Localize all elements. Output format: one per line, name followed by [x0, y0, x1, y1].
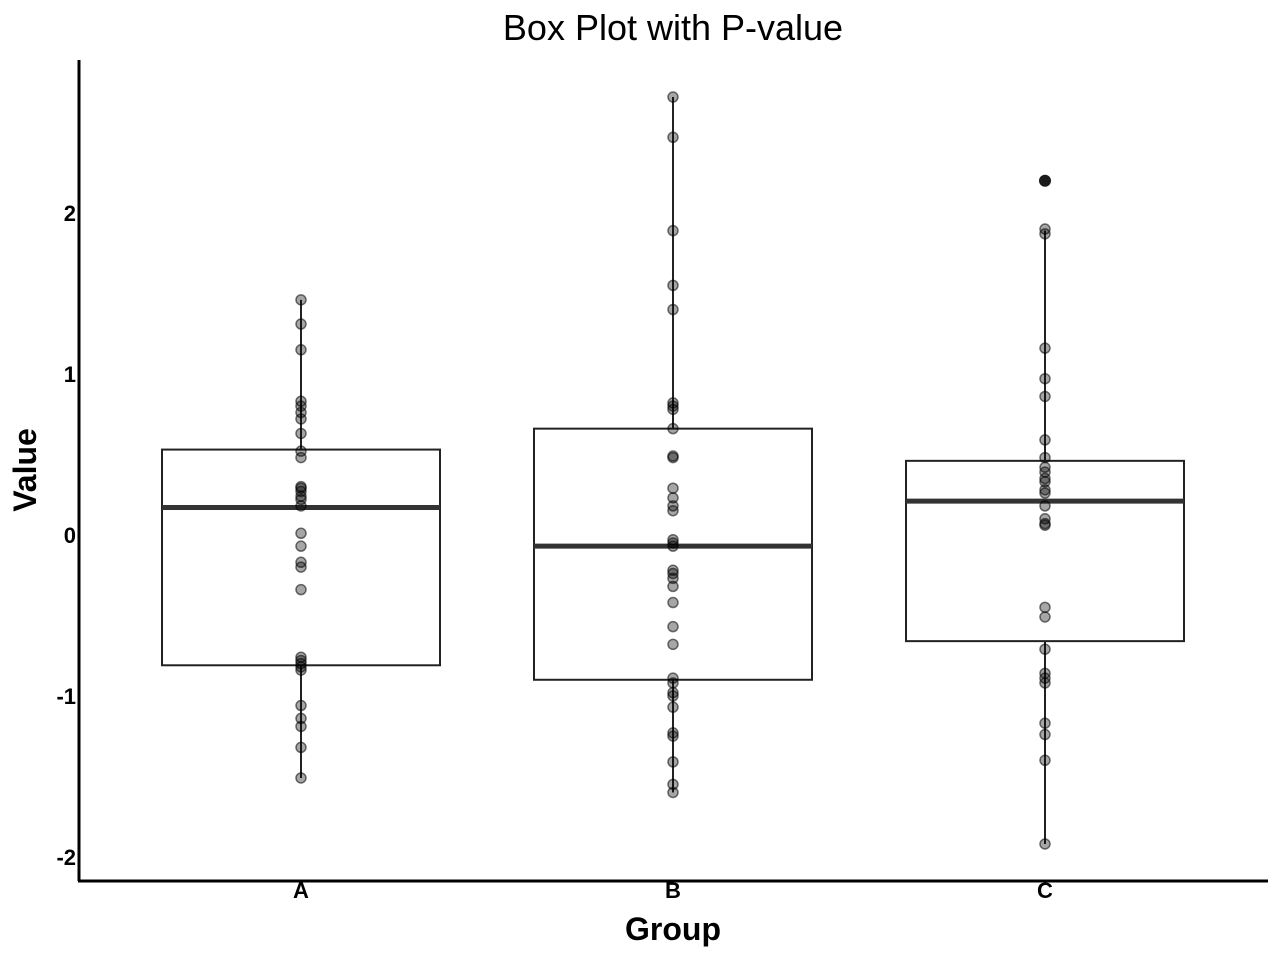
data-point [1039, 611, 1051, 623]
points-c [1039, 223, 1051, 850]
data-point [667, 786, 679, 799]
data-point [667, 540, 679, 552]
data-point [1039, 472, 1051, 485]
data-point [295, 699, 307, 712]
data-point [295, 500, 307, 512]
data-point [667, 451, 679, 464]
data-point [667, 403, 679, 416]
data-point [667, 279, 679, 292]
data-point [1039, 434, 1051, 446]
data-point [295, 540, 307, 552]
data-point [667, 91, 679, 103]
y-tick-label: -2 [56, 845, 76, 870]
y-axis-ticks: -2 -1 0 1 2 [56, 201, 76, 870]
data-point [667, 482, 679, 494]
data-point [1039, 487, 1051, 499]
y-axis-label: Value [7, 428, 43, 512]
data-point [1039, 484, 1051, 496]
data-point [295, 344, 307, 356]
data-point [1039, 500, 1051, 512]
data-point [667, 303, 679, 316]
x-tick-label: A [293, 878, 309, 903]
data-point [667, 131, 679, 144]
data-point [1039, 476, 1051, 488]
data-point [295, 427, 307, 440]
y-tick-label: 2 [64, 201, 76, 226]
data-point [295, 720, 307, 733]
data-point [667, 730, 679, 742]
data-point [667, 677, 679, 689]
data-point [1039, 342, 1051, 354]
data-point [295, 583, 307, 596]
points-a [295, 294, 307, 784]
data-point [1039, 601, 1051, 614]
box-iqr [533, 427, 813, 681]
data-point [667, 690, 679, 702]
data-point [295, 664, 307, 676]
box-iqr [905, 459, 1185, 643]
data-point [295, 661, 307, 673]
points-b [667, 91, 679, 799]
data-point [1039, 451, 1051, 464]
chart-title: Box Plot with P-value [503, 7, 843, 48]
data-point [667, 701, 679, 713]
data-point [667, 638, 679, 651]
data-point [1039, 390, 1051, 403]
data-point [1039, 717, 1051, 729]
data-point [667, 224, 679, 237]
data-point [1039, 838, 1051, 850]
data-point [667, 572, 679, 585]
data-point [295, 318, 307, 330]
data-point [295, 712, 307, 725]
data-point [1039, 643, 1051, 655]
data-point [1039, 519, 1051, 531]
data-point [1039, 677, 1051, 689]
data-point [295, 772, 307, 784]
box-group-b [533, 97, 813, 793]
data-point [667, 422, 679, 435]
data-point [667, 778, 679, 791]
data-point [667, 686, 679, 699]
data-point [667, 727, 679, 739]
data-point [1039, 754, 1051, 767]
x-axis-label: Group [625, 911, 721, 947]
x-tick-label: B [665, 878, 681, 903]
data-point [667, 564, 679, 577]
plot-area [161, 91, 1185, 850]
data-point [667, 537, 679, 549]
data-point [1039, 372, 1051, 385]
y-tick-label: 1 [64, 362, 76, 387]
x-axis-ticks: A B C [293, 878, 1053, 903]
data-point [1039, 728, 1051, 741]
outlier-point [1039, 174, 1051, 187]
data-point [295, 741, 307, 754]
data-point [667, 504, 679, 517]
data-point [667, 620, 679, 633]
data-point [1039, 228, 1051, 240]
data-point [667, 756, 679, 768]
data-point [295, 527, 307, 540]
data-point [295, 451, 307, 464]
data-point [295, 561, 307, 573]
data-point [667, 400, 679, 412]
data-point [295, 413, 307, 425]
data-point [295, 294, 307, 306]
x-tick-label: C [1037, 878, 1053, 903]
data-point [667, 580, 679, 593]
data-point [667, 596, 679, 609]
y-tick-label: 0 [64, 523, 76, 548]
data-point [295, 482, 307, 494]
data-point [667, 492, 679, 504]
y-tick-label: -1 [56, 684, 76, 709]
